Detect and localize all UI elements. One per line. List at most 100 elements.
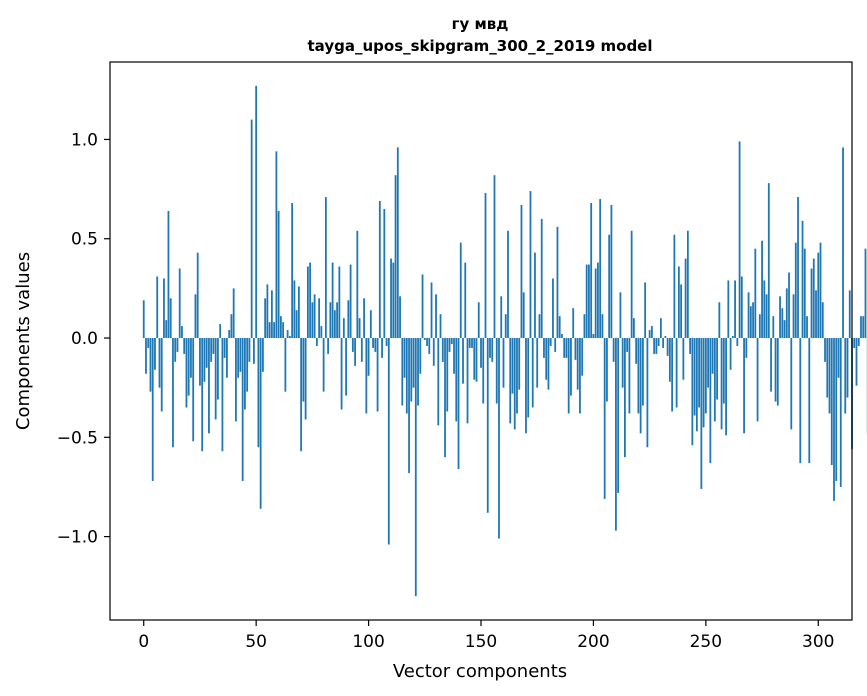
bar-243 (689, 338, 692, 354)
bar-137 (450, 338, 453, 344)
bar-215 (626, 338, 629, 352)
bar-290 (794, 242, 797, 339)
bar-321 (864, 248, 867, 339)
bar-125 (423, 338, 426, 341)
bar-87 (338, 266, 341, 339)
bar-34 (219, 324, 222, 339)
bar-198 (588, 264, 590, 339)
bar-236 (673, 234, 676, 339)
bar-158 (498, 338, 500, 539)
bar-111 (392, 262, 395, 339)
bar-72 (304, 338, 307, 420)
bar-3 (149, 338, 152, 392)
bar-80 (322, 338, 325, 392)
bar-176 (538, 314, 541, 339)
bar-54 (264, 298, 267, 339)
bar-178 (543, 338, 545, 358)
bar-41 (235, 338, 237, 422)
bar-88 (340, 338, 343, 410)
bar-58 (273, 322, 276, 339)
bar-284 (781, 308, 784, 339)
bar-177 (540, 218, 543, 339)
bar-102 (372, 338, 374, 348)
bar-272 (754, 248, 757, 339)
bar-254 (713, 338, 716, 422)
x-tick-label: 250 (690, 632, 722, 652)
bar-49 (253, 338, 255, 364)
bar-194 (579, 338, 581, 414)
bar-242 (686, 230, 689, 339)
bar-37 (226, 338, 228, 378)
bar-28 (205, 338, 208, 368)
bar-109 (387, 338, 390, 545)
bar-99 (365, 338, 368, 414)
bar-288 (790, 338, 793, 430)
bar-144 (466, 338, 469, 424)
bar-52 (259, 338, 262, 509)
bar-100 (367, 338, 370, 376)
bar-199 (590, 202, 593, 339)
bar-245 (693, 338, 696, 416)
bar-56 (268, 322, 271, 339)
bar-207 (608, 234, 611, 339)
bar-91 (347, 300, 350, 339)
bar-181 (549, 338, 552, 346)
bar-19 (185, 338, 188, 408)
bar-286 (785, 288, 788, 339)
bar-298 (812, 258, 815, 339)
bar-306 (830, 338, 833, 466)
y-axis-ticks: −1.0 −0.5 0.0 0.5 1.0 (57, 130, 110, 548)
bar-74 (309, 262, 312, 339)
bar-246 (695, 338, 698, 432)
bar-185 (558, 316, 561, 339)
bar-152 (484, 193, 487, 339)
bar-167 (518, 338, 521, 390)
bar-0 (142, 300, 145, 339)
bar-297 (810, 268, 813, 339)
bar-139 (455, 338, 458, 422)
bar-263 (734, 280, 736, 339)
bar-307 (833, 338, 835, 501)
bar-173 (531, 338, 534, 408)
bar-226 (650, 326, 653, 339)
bar-182 (552, 278, 554, 339)
bar-299 (815, 290, 817, 339)
bar-147 (473, 338, 476, 380)
bar-319 (860, 316, 862, 339)
bar-259 (725, 338, 727, 436)
bar-278 (767, 183, 770, 339)
bar-160 (502, 338, 505, 388)
bar-53 (262, 338, 264, 372)
bar-118 (408, 338, 410, 474)
bar-33 (217, 338, 219, 400)
bar-62 (282, 322, 285, 339)
bar-84 (331, 262, 334, 339)
chart-title: гу мвд (452, 15, 509, 33)
bar-46 (246, 338, 249, 392)
bar-25 (199, 338, 201, 386)
bar-168 (520, 204, 523, 339)
chart-subtitle: tayga_upos_skipgram_300_2_2019 model (308, 37, 653, 55)
bar-159 (500, 296, 503, 339)
bar-115 (401, 338, 404, 406)
bar-227 (653, 338, 656, 354)
bar-50 (255, 85, 258, 339)
bar-85 (333, 310, 336, 339)
bar-44 (241, 338, 244, 481)
bar-292 (799, 338, 802, 464)
bar-18 (183, 338, 186, 354)
bar-130 (435, 294, 437, 339)
bar-219 (635, 338, 638, 364)
bar-133 (441, 338, 444, 362)
bar-55 (266, 284, 269, 339)
bar-180 (547, 338, 550, 390)
bar-24 (196, 252, 199, 339)
bar-192 (574, 338, 577, 360)
bar-268 (745, 338, 748, 358)
bar-71 (302, 338, 305, 402)
bar-277 (765, 294, 768, 339)
bar-98 (363, 298, 365, 339)
bar-260 (727, 280, 730, 339)
bar-279 (770, 338, 772, 392)
